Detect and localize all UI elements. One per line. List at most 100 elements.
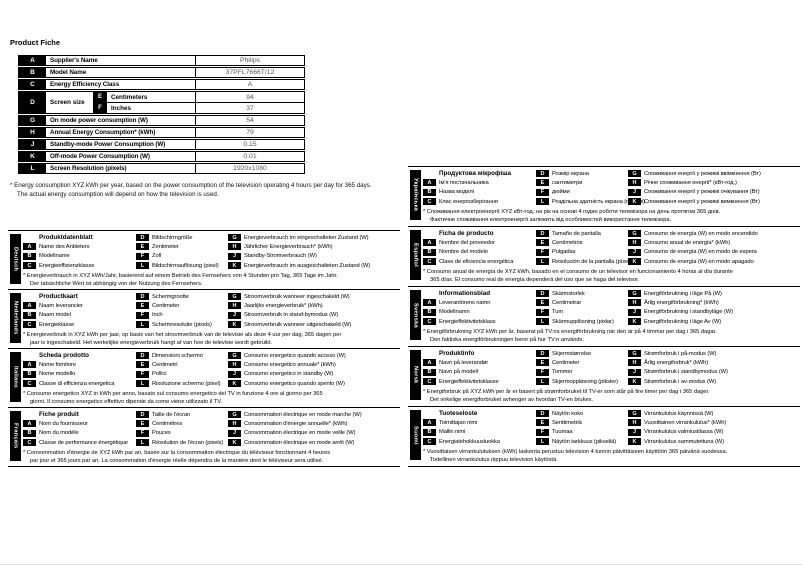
item-key-badge: J bbox=[628, 308, 641, 316]
item-label: Nombre del modelo bbox=[439, 249, 488, 256]
fiche-translated-item: H Årlig energiförbrukning* (kWh) bbox=[628, 298, 800, 307]
section-grid: Scheda prodotto A Nome fornitore B Nome mod… bbox=[23, 351, 400, 388]
language-section: Español Ficha de producto A Nombre del pr… bbox=[408, 226, 800, 286]
item-key-badge: E bbox=[536, 239, 549, 247]
item-label: Classe di efficienza energetica bbox=[39, 380, 115, 387]
item-key-badge: C bbox=[423, 258, 436, 266]
fiche-translated-item: F Tuumaa bbox=[536, 428, 628, 437]
row-key-badge: H bbox=[19, 128, 46, 137]
item-label: Consommation électrique en mode veille (… bbox=[244, 430, 356, 437]
item-label: Споживання енергії у режимі ввімкнення (… bbox=[644, 170, 761, 177]
item-label: Résolution de l'écran (pixels) bbox=[152, 439, 224, 446]
item-label: Stroomverbruik in stand-bymodus (W) bbox=[244, 312, 339, 319]
item-key-badge: G bbox=[628, 410, 641, 418]
fiche-translated-item: B Naam model bbox=[23, 311, 136, 320]
energy-consumption-footnote: * Energy consumption XYZ kWh per year, b… bbox=[10, 182, 372, 198]
item-key-badge: L bbox=[536, 438, 549, 446]
item-label: Schermresolutie (pixels) bbox=[152, 321, 212, 328]
item-label: Virrankulutus käynnissä (W) bbox=[644, 410, 714, 417]
row-label: Energy Efficiency Class bbox=[50, 81, 120, 88]
fiche-translated-item: A Ім'я постачальника bbox=[423, 178, 536, 187]
section-footnote: * Споживання електроенергії XYZ кВт-год.… bbox=[423, 208, 721, 224]
item-key-badge: J bbox=[228, 311, 241, 319]
table-row-energy-class: C Energy Efficiency Class A bbox=[18, 79, 305, 90]
section-column-defl: D Schermgrootte E Centimeter F Inch L Schermres… bbox=[136, 292, 228, 329]
item-label: Consumo energetico annuale* (kWh) bbox=[244, 361, 336, 368]
page-bottom-divider bbox=[0, 564, 802, 565]
table-row-resolution: L Screen Resolution (pixels) 1920x1080 bbox=[18, 163, 305, 174]
language-label: Italiano bbox=[12, 366, 19, 388]
item-label: Centímetros bbox=[552, 239, 583, 246]
item-key-badge: J bbox=[628, 188, 641, 196]
item-label: Virrankulutus sammutettuna (W) bbox=[644, 438, 725, 445]
item-label: Centimetri bbox=[152, 361, 178, 368]
fiche-translated-item: J Energiförbrukning i standbyläge (W) bbox=[628, 308, 800, 317]
fiche-translated-item: C Energieffektivitetsklasse bbox=[423, 377, 536, 386]
row-value: 37PFL7666T/12 bbox=[195, 68, 304, 77]
language-sidebar: Italiano bbox=[10, 352, 21, 402]
item-label: Pulgadas bbox=[552, 249, 576, 256]
item-label: Vuosittainen virrankulutus* (kWh) bbox=[644, 419, 727, 426]
section-grid: Produktinfo A Navn på leverandør B Navn på … bbox=[423, 349, 800, 386]
fiche-translated-item: C Energieeffizienzklasse bbox=[23, 261, 136, 270]
fiche-translated-item: K Consumo de energía (W) en modo apagado bbox=[628, 257, 800, 266]
language-section: Svenska Informationsblad A Leverantörens … bbox=[408, 286, 800, 346]
section-footnote: * Consommation d'énergie de XYZ kWh par … bbox=[23, 449, 331, 465]
item-label: Energieverbrauch im ausgeschalteten Zust… bbox=[244, 262, 371, 269]
item-label: Jährlicher Energieverbrauch* (kWh) bbox=[244, 243, 333, 250]
fiche-translated-item: E Centimetri bbox=[136, 360, 228, 369]
fiche-translated-item: G Strømforbruk i på-modus (W) bbox=[628, 349, 800, 358]
fiche-translated-item: A Leverantörens namn bbox=[423, 298, 536, 307]
page-title: Product Fiche bbox=[10, 38, 61, 47]
row-label: Standby-mode Power Consumption (W) bbox=[50, 141, 166, 148]
item-label: Classe de performance énergétique bbox=[39, 439, 128, 446]
fiche-translated-item: H Consommation d'énergie annuelle* (kWh) bbox=[228, 419, 400, 428]
item-label: Роздільна здатність екрана (пікселі) bbox=[552, 198, 645, 205]
table-row-annual-energy: H Annual Energy Consumption* (kWh) 79 bbox=[18, 127, 305, 138]
fiche-translated-item: C Clase de eficiencia energética bbox=[423, 257, 536, 266]
language-sidebar: Suomi bbox=[410, 410, 421, 460]
item-label: Energieffektivitetsklasse bbox=[439, 378, 499, 385]
fiche-translated-item: A Toimittajan nimi bbox=[423, 418, 536, 427]
section-column-ghjk: G Споживання енергії у режимі ввімкнення … bbox=[628, 169, 800, 206]
table-row-on-mode-power: G On mode power consumption (W) 54 bbox=[18, 115, 305, 126]
fiche-translated-item: G Energieverbrauch im eingeschalteten Zus… bbox=[228, 233, 400, 242]
section-title: Ficha de producto bbox=[439, 230, 494, 238]
item-label: Leverantörens namn bbox=[439, 299, 491, 306]
item-label: Skärmstorlek bbox=[552, 290, 585, 297]
item-label: Inch bbox=[152, 312, 163, 319]
fiche-translated-item: K Споживання енергії у режимі вимкнення (… bbox=[628, 197, 800, 206]
item-key-badge: A bbox=[23, 243, 36, 251]
item-key-badge: A bbox=[423, 239, 436, 247]
item-label: Consommation d'énergie annuelle* (kWh) bbox=[244, 420, 348, 427]
row-key-badge: F bbox=[93, 103, 107, 113]
section-column-defl: D Bildschirmgröße E Zentimeter F Zoll L Bildsch… bbox=[136, 233, 228, 270]
item-label: Årlig energiforbruk* (kWh) bbox=[644, 359, 709, 366]
item-key-badge: H bbox=[628, 419, 641, 427]
item-label: Consumo de energía (W) en modo apagado bbox=[644, 258, 754, 265]
item-key-badge: C bbox=[423, 438, 436, 446]
row-key-badge: L bbox=[19, 164, 46, 173]
fiche-translated-item: K Energiförbrukning i läge Av (W) bbox=[628, 317, 800, 326]
item-key-badge: J bbox=[228, 252, 241, 260]
item-key-badge: F bbox=[536, 308, 549, 316]
fiche-translated-item: L Näytön tarkkuus (pikseliä) bbox=[536, 437, 628, 446]
item-key-badge: C bbox=[23, 262, 36, 270]
fiche-translated-item: D Taille de l'écran bbox=[136, 410, 228, 419]
language-section: Norsk Produktinfo A Navn på leverandør B Na… bbox=[408, 346, 800, 406]
item-key-badge: G bbox=[628, 170, 641, 178]
item-label: Споживання енергії у режимі вимкнення (В… bbox=[644, 198, 760, 205]
fiche-translated-item: L Bildschirmauflösung (pixel) bbox=[136, 261, 228, 270]
fiche-translated-item: E Senttimetriä bbox=[536, 418, 628, 427]
section-column-defl: D Skärmstorlek E Centimetrar F Tum L Skärmupplö… bbox=[536, 289, 628, 326]
section-title: Tuoteseloste bbox=[439, 410, 478, 418]
item-key-badge: D bbox=[536, 410, 549, 418]
fiche-translated-item: G Virrankulutus käynnissä (W) bbox=[628, 409, 800, 418]
item-label: Nom du modèle bbox=[39, 430, 79, 437]
fiche-translated-item: B Назва моделі bbox=[423, 188, 536, 197]
item-label: Modellnamn bbox=[439, 309, 470, 316]
fiche-translated-item: L Роздільна здатність екрана (пікселі) bbox=[536, 197, 645, 206]
item-key-badge: F bbox=[136, 370, 149, 378]
item-label: Consumo de energía (W) en modo encendido bbox=[644, 230, 758, 237]
language-label: Español bbox=[412, 243, 419, 267]
